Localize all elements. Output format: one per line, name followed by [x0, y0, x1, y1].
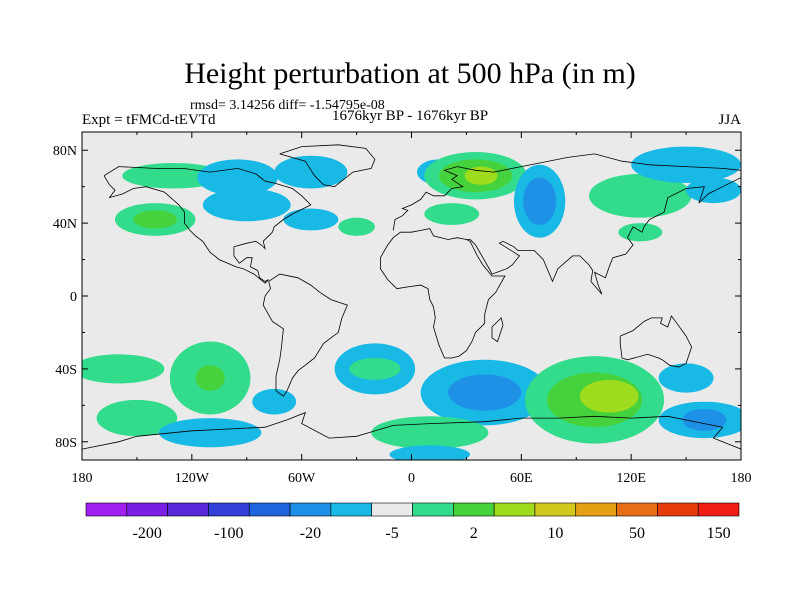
x-tick-label: 180 — [72, 471, 93, 486]
coastline-madagascar — [491, 317, 504, 343]
colorbar-label: 50 — [629, 525, 645, 542]
colorbar-label: 2 — [470, 525, 478, 542]
colorbar-swatch — [248, 502, 291, 517]
colorbar-label: 10 — [547, 525, 563, 542]
anomaly-contour — [252, 388, 297, 415]
colorbar-swatch — [126, 502, 168, 517]
anomaly-contour — [389, 445, 471, 460]
map-plot: 180 120W 60W 0 60E 120E 180 80N 40N 0 40S 80S — [53, 131, 752, 486]
anomaly-contour — [448, 374, 522, 411]
colorbar-swatch — [167, 502, 209, 517]
anomaly-contour — [195, 365, 225, 391]
anomaly-contour — [96, 399, 178, 437]
x-tick-label: 120E — [616, 471, 646, 486]
anomaly-contour — [658, 363, 714, 393]
colorbar-swatch — [697, 502, 740, 517]
colorbar-swatch — [289, 502, 332, 517]
anomaly-contour — [338, 217, 375, 236]
colorbar: -200 -100 -20 -5 2 10 50 150 — [85, 502, 740, 542]
y-tick-label: 0 — [70, 290, 77, 305]
y-tick-label: 40S — [55, 363, 77, 378]
y-tick-label: 80S — [55, 436, 77, 451]
anomaly-contour — [349, 357, 401, 380]
coastline-greenland — [279, 144, 376, 188]
coastline-north-america — [103, 166, 312, 284]
colorbar-swatch — [330, 502, 372, 517]
anomaly-contour — [424, 203, 480, 225]
y-tick-label: 40N — [53, 217, 77, 232]
anomaly-contour — [283, 208, 339, 231]
anomaly-contour — [133, 210, 178, 229]
anomaly-contour — [274, 155, 348, 189]
y-tick-label: 80N — [53, 144, 77, 159]
x-tick-label: 60W — [288, 471, 316, 486]
colorbar-swatch — [371, 502, 413, 517]
anomaly-contour — [523, 177, 557, 225]
anomaly-contour — [197, 159, 278, 196]
colorbar-swatch — [412, 502, 454, 517]
coastline-antarctica — [82, 411, 741, 450]
anomaly-contour — [202, 188, 291, 222]
chart-title: Height perturbation at 500 hPa (in m) — [184, 57, 636, 90]
colorbar-label: -20 — [300, 525, 321, 542]
colorbar-label: -100 — [214, 525, 243, 542]
anomaly-contour — [579, 379, 639, 413]
colorbar-swatch — [85, 502, 128, 517]
anomaly-contour — [158, 418, 262, 448]
colorbar-swatch — [493, 502, 536, 517]
x-tick-label: 120W — [175, 471, 210, 486]
anomaly-field — [82, 146, 741, 460]
coastline-eurasia-africa — [380, 153, 741, 359]
coastline-south-america — [262, 273, 348, 397]
anomaly-contour — [589, 173, 692, 218]
colorbar-label: -200 — [133, 525, 162, 542]
period-label: 1676kyr BP - 1676kyr BP — [332, 108, 488, 124]
colorbar-swatch — [657, 502, 699, 517]
x-tick-label: 180 — [731, 471, 752, 486]
colorbar-label: 150 — [707, 525, 731, 542]
coastline-australia — [619, 315, 693, 368]
colorbar-swatch — [208, 502, 250, 517]
colorbar-swatch — [575, 502, 617, 517]
x-tick-label: 60E — [510, 471, 533, 486]
anomaly-contour — [371, 416, 489, 450]
anomaly-contour — [686, 177, 741, 204]
colorbar-label: -5 — [385, 525, 398, 542]
colorbar-swatch — [534, 502, 577, 517]
coastlines — [82, 144, 741, 450]
experiment-label: Expt = tFMCd-tEVTd — [82, 112, 216, 128]
anomaly-contour — [618, 223, 663, 242]
anomaly-contour — [631, 146, 741, 184]
stats-text: rmsd= 3.14256 diff= -1.54795e-08 — [190, 98, 385, 113]
colorbar-swatch — [616, 502, 658, 517]
anomaly-contour — [82, 354, 165, 384]
x-tick-label: 0 — [408, 471, 415, 486]
colorbar-swatch — [453, 502, 495, 517]
anomaly-contour — [682, 408, 727, 431]
anomaly-contour — [464, 166, 498, 185]
season-label: JJA — [718, 112, 741, 128]
